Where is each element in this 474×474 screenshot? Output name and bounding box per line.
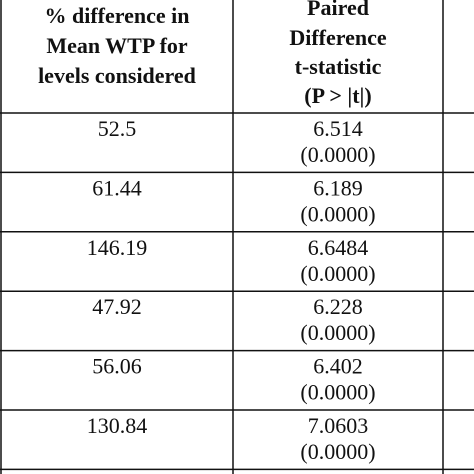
header-cell: % difference in: [44, 3, 189, 28]
header-cell: Mean WTP for: [46, 33, 188, 58]
cell: 52.5: [98, 116, 137, 141]
cell: (0.0000): [300, 201, 375, 226]
cell: 7.0603: [308, 413, 369, 438]
cell: 56.06: [92, 354, 142, 379]
header-cell: Paired: [307, 0, 369, 20]
header-cell: levels considered: [38, 63, 196, 88]
header-cell: t-statistic: [295, 54, 382, 79]
cell: (0.0000): [300, 320, 375, 345]
cell: 6.514: [313, 116, 363, 141]
cell: 6.189: [313, 175, 363, 200]
cell: 47.92: [92, 294, 142, 319]
cell: (0.0000): [300, 439, 375, 464]
header-cell: (P > |t|): [304, 83, 371, 108]
cell: (0.0000): [300, 380, 375, 405]
cell: 6.402: [313, 354, 363, 379]
cell: 130.84: [87, 413, 148, 438]
cell: 6.6484: [308, 235, 369, 260]
cell: (0.0000): [300, 261, 375, 286]
cell: (0.0000): [300, 142, 375, 167]
cell: 61.44: [92, 175, 142, 200]
header-cell: Difference: [289, 25, 387, 50]
cell: 146.19: [87, 235, 148, 260]
cell: 6.228: [313, 294, 363, 319]
